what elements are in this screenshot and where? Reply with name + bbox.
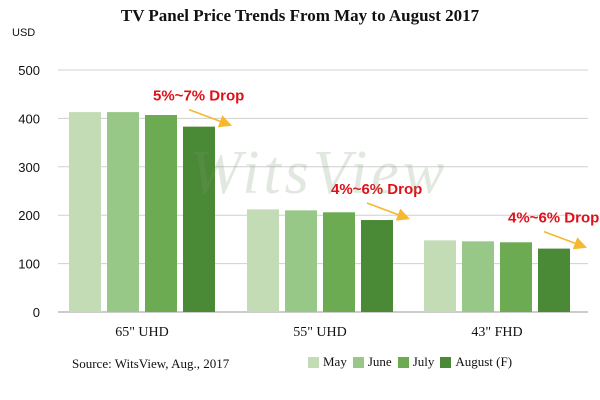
bar xyxy=(538,248,570,312)
legend-label: August (F) xyxy=(455,354,513,369)
bar xyxy=(145,115,177,313)
drop-arrow xyxy=(366,202,410,221)
drop-annotation: 5%~7% Drop xyxy=(153,88,244,105)
x-tick-label: 55" UHD xyxy=(293,325,347,340)
y-tick-label: 500 xyxy=(18,63,40,78)
y-tick-label: 400 xyxy=(18,111,40,126)
bar xyxy=(247,209,279,312)
drop-annotation: 4%~6% Drop xyxy=(331,181,422,198)
bar xyxy=(500,242,532,312)
y-tick-label: 100 xyxy=(18,257,40,272)
legend: May June July August (F) xyxy=(308,354,518,370)
legend-swatch xyxy=(440,356,452,368)
legend-item-july: July xyxy=(397,354,435,370)
legend-swatch xyxy=(352,356,364,368)
y-tick-label: 300 xyxy=(18,160,40,175)
legend-item-june: June xyxy=(352,354,392,370)
bar xyxy=(424,240,456,312)
bar xyxy=(285,210,317,312)
y-tick-label: 200 xyxy=(18,208,40,223)
legend-label: May xyxy=(323,354,347,369)
x-tick-label: 65" UHD xyxy=(115,325,169,340)
legend-swatch xyxy=(308,356,319,368)
bar xyxy=(107,112,139,312)
drop-annotation: 4%~6% Drop xyxy=(508,210,599,227)
bar xyxy=(361,220,393,312)
legend-swatch xyxy=(397,356,409,368)
source-note: Source: WitsView, Aug., 2017 xyxy=(72,356,230,371)
legend-item-august: August (F) xyxy=(440,354,512,370)
y-axis-unit-label: USD xyxy=(12,27,36,39)
drop-arrow xyxy=(543,230,587,250)
x-tick-label: 43" FHD xyxy=(471,325,522,340)
chart-title: TV Panel Price Trends From May to August… xyxy=(120,6,480,25)
legend-label: July xyxy=(412,354,435,369)
drop-arrow xyxy=(188,108,232,128)
bar xyxy=(69,112,101,312)
legend-label: June xyxy=(367,354,392,369)
bar xyxy=(323,212,355,312)
bar xyxy=(462,241,494,312)
legend-item-may: May xyxy=(308,354,347,370)
y-tick-label: 0 xyxy=(33,305,40,320)
bar xyxy=(183,126,215,313)
